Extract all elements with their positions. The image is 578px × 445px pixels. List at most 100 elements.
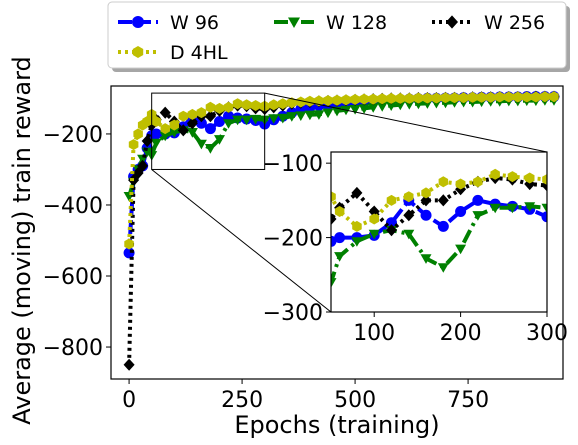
data-point-w-128 xyxy=(223,119,234,129)
data-point-d-4hl xyxy=(525,172,535,184)
legend-marker-w-128 xyxy=(288,17,300,28)
zoom-rectangle xyxy=(151,92,266,170)
data-point-d-4hl xyxy=(205,101,216,113)
data-point-d-4hl xyxy=(549,91,559,103)
data-point-w-96 xyxy=(213,116,225,128)
data-point-w-128 xyxy=(282,364,293,374)
data-point-w-128 xyxy=(394,100,406,111)
data-point-d-4hl xyxy=(269,99,279,111)
series-d-4hl xyxy=(124,91,559,250)
data-point-d-4hl xyxy=(467,91,478,103)
zoom-indicator xyxy=(151,92,548,313)
data-point-w-256 xyxy=(123,358,135,371)
series-w-128 xyxy=(282,201,570,374)
data-point-w-256 xyxy=(368,205,380,218)
data-point-w-128 xyxy=(351,237,363,247)
data-point-w-256 xyxy=(291,328,302,340)
data-point-d-4hl xyxy=(232,98,243,110)
inset-y-tick-label: −100 xyxy=(263,152,323,177)
data-point-w-128 xyxy=(524,202,536,212)
data-point-d-4hl xyxy=(404,92,415,104)
data-point-w-128 xyxy=(331,278,337,288)
data-point-w-128 xyxy=(214,135,225,145)
data-point-d-4hl xyxy=(438,176,449,188)
data-point-d-4hl xyxy=(296,96,306,108)
main-plot-series xyxy=(123,90,560,371)
data-point-w-256 xyxy=(420,194,432,207)
data-point-w-128 xyxy=(506,203,518,214)
data-point-w-128 xyxy=(304,110,316,121)
data-point-d-4hl xyxy=(169,119,179,131)
data-point-d-4hl xyxy=(421,187,431,199)
data-point-w-128 xyxy=(322,108,334,119)
data-point-w-256 xyxy=(386,224,397,237)
x-tick-label: 250 xyxy=(221,388,263,413)
y-tick-label: −200 xyxy=(43,123,103,148)
data-point-d-4hl xyxy=(476,91,487,103)
data-point-w-128 xyxy=(186,128,198,138)
data-point-d-4hl xyxy=(458,92,469,104)
data-point-w-128 xyxy=(168,128,180,138)
data-point-w-128 xyxy=(368,229,380,240)
data-point-w-128 xyxy=(295,111,307,121)
legend-marker-w-96 xyxy=(132,16,144,28)
data-point-d-4hl xyxy=(278,98,288,110)
y-tick-label: −400 xyxy=(43,194,103,219)
data-point-d-4hl xyxy=(413,92,424,104)
data-point-d-4hl xyxy=(368,93,378,105)
main-axes: 0 250 500 750 −800 −600 −400 −200 xyxy=(43,123,490,413)
data-point-d-4hl xyxy=(352,220,362,232)
data-point-d-4hl xyxy=(386,194,397,206)
data-point-d-4hl xyxy=(241,99,252,111)
legend-item-d-4hl: D 4HL xyxy=(118,42,228,64)
data-point-w-128 xyxy=(559,201,570,211)
data-point-w-96 xyxy=(334,232,346,244)
data-point-d-4hl xyxy=(490,168,500,180)
inset-y-tick-label: −200 xyxy=(263,227,323,252)
data-point-w-96 xyxy=(317,262,328,273)
data-point-w-128 xyxy=(358,104,370,114)
data-point-w-128 xyxy=(291,334,302,344)
data-point-w-128 xyxy=(277,113,289,124)
data-point-w-128 xyxy=(403,100,415,110)
data-point-w-96 xyxy=(150,128,162,140)
y-axis-label: Average (moving) train reward xyxy=(8,56,36,425)
zoom-connector xyxy=(264,92,548,153)
data-point-d-4hl xyxy=(485,91,496,103)
data-point-d-4hl xyxy=(128,139,139,151)
data-point-d-4hl xyxy=(495,91,505,103)
data-point-w-128 xyxy=(489,203,501,214)
zoom-connector xyxy=(151,169,332,313)
data-point-d-4hl xyxy=(455,178,466,190)
x-tick-label: 500 xyxy=(334,388,376,413)
x-tick-label: 750 xyxy=(447,388,489,413)
data-point-d-4hl xyxy=(187,108,198,120)
data-point-d-4hl xyxy=(513,91,523,103)
data-point-w-128 xyxy=(204,144,216,154)
data-point-w-256 xyxy=(177,124,189,137)
data-point-w-128 xyxy=(349,105,361,115)
data-point-d-4hl xyxy=(151,116,161,127)
data-point-w-128 xyxy=(317,271,328,281)
inset-x-tick-label: 300 xyxy=(526,321,568,346)
data-point-d-4hl xyxy=(334,206,345,217)
data-point-d-4hl xyxy=(223,101,234,113)
legend-label-w-128: W 128 xyxy=(326,12,387,34)
data-point-w-128 xyxy=(420,254,432,264)
data-point-d-4hl xyxy=(318,206,328,217)
data-point-d-4hl xyxy=(305,95,315,107)
data-point-w-128 xyxy=(367,103,379,113)
series-d-4hl xyxy=(318,168,547,232)
inset-x-tick-label: 100 xyxy=(353,321,395,346)
data-point-w-128 xyxy=(403,229,415,240)
data-point-w-128 xyxy=(376,102,388,112)
inset-plot: 100 200 300 −300 −200 −100 xyxy=(263,151,570,374)
data-point-d-4hl xyxy=(287,97,297,109)
data-point-w-96 xyxy=(559,202,570,213)
data-point-w-128 xyxy=(455,244,467,255)
legend: W 96 W 128 W 256 D 4HL xyxy=(107,1,570,72)
data-point-w-128 xyxy=(313,110,325,120)
data-point-d-4hl xyxy=(377,93,387,105)
data-point-w-128 xyxy=(268,114,280,124)
data-point-w-256 xyxy=(204,110,216,123)
